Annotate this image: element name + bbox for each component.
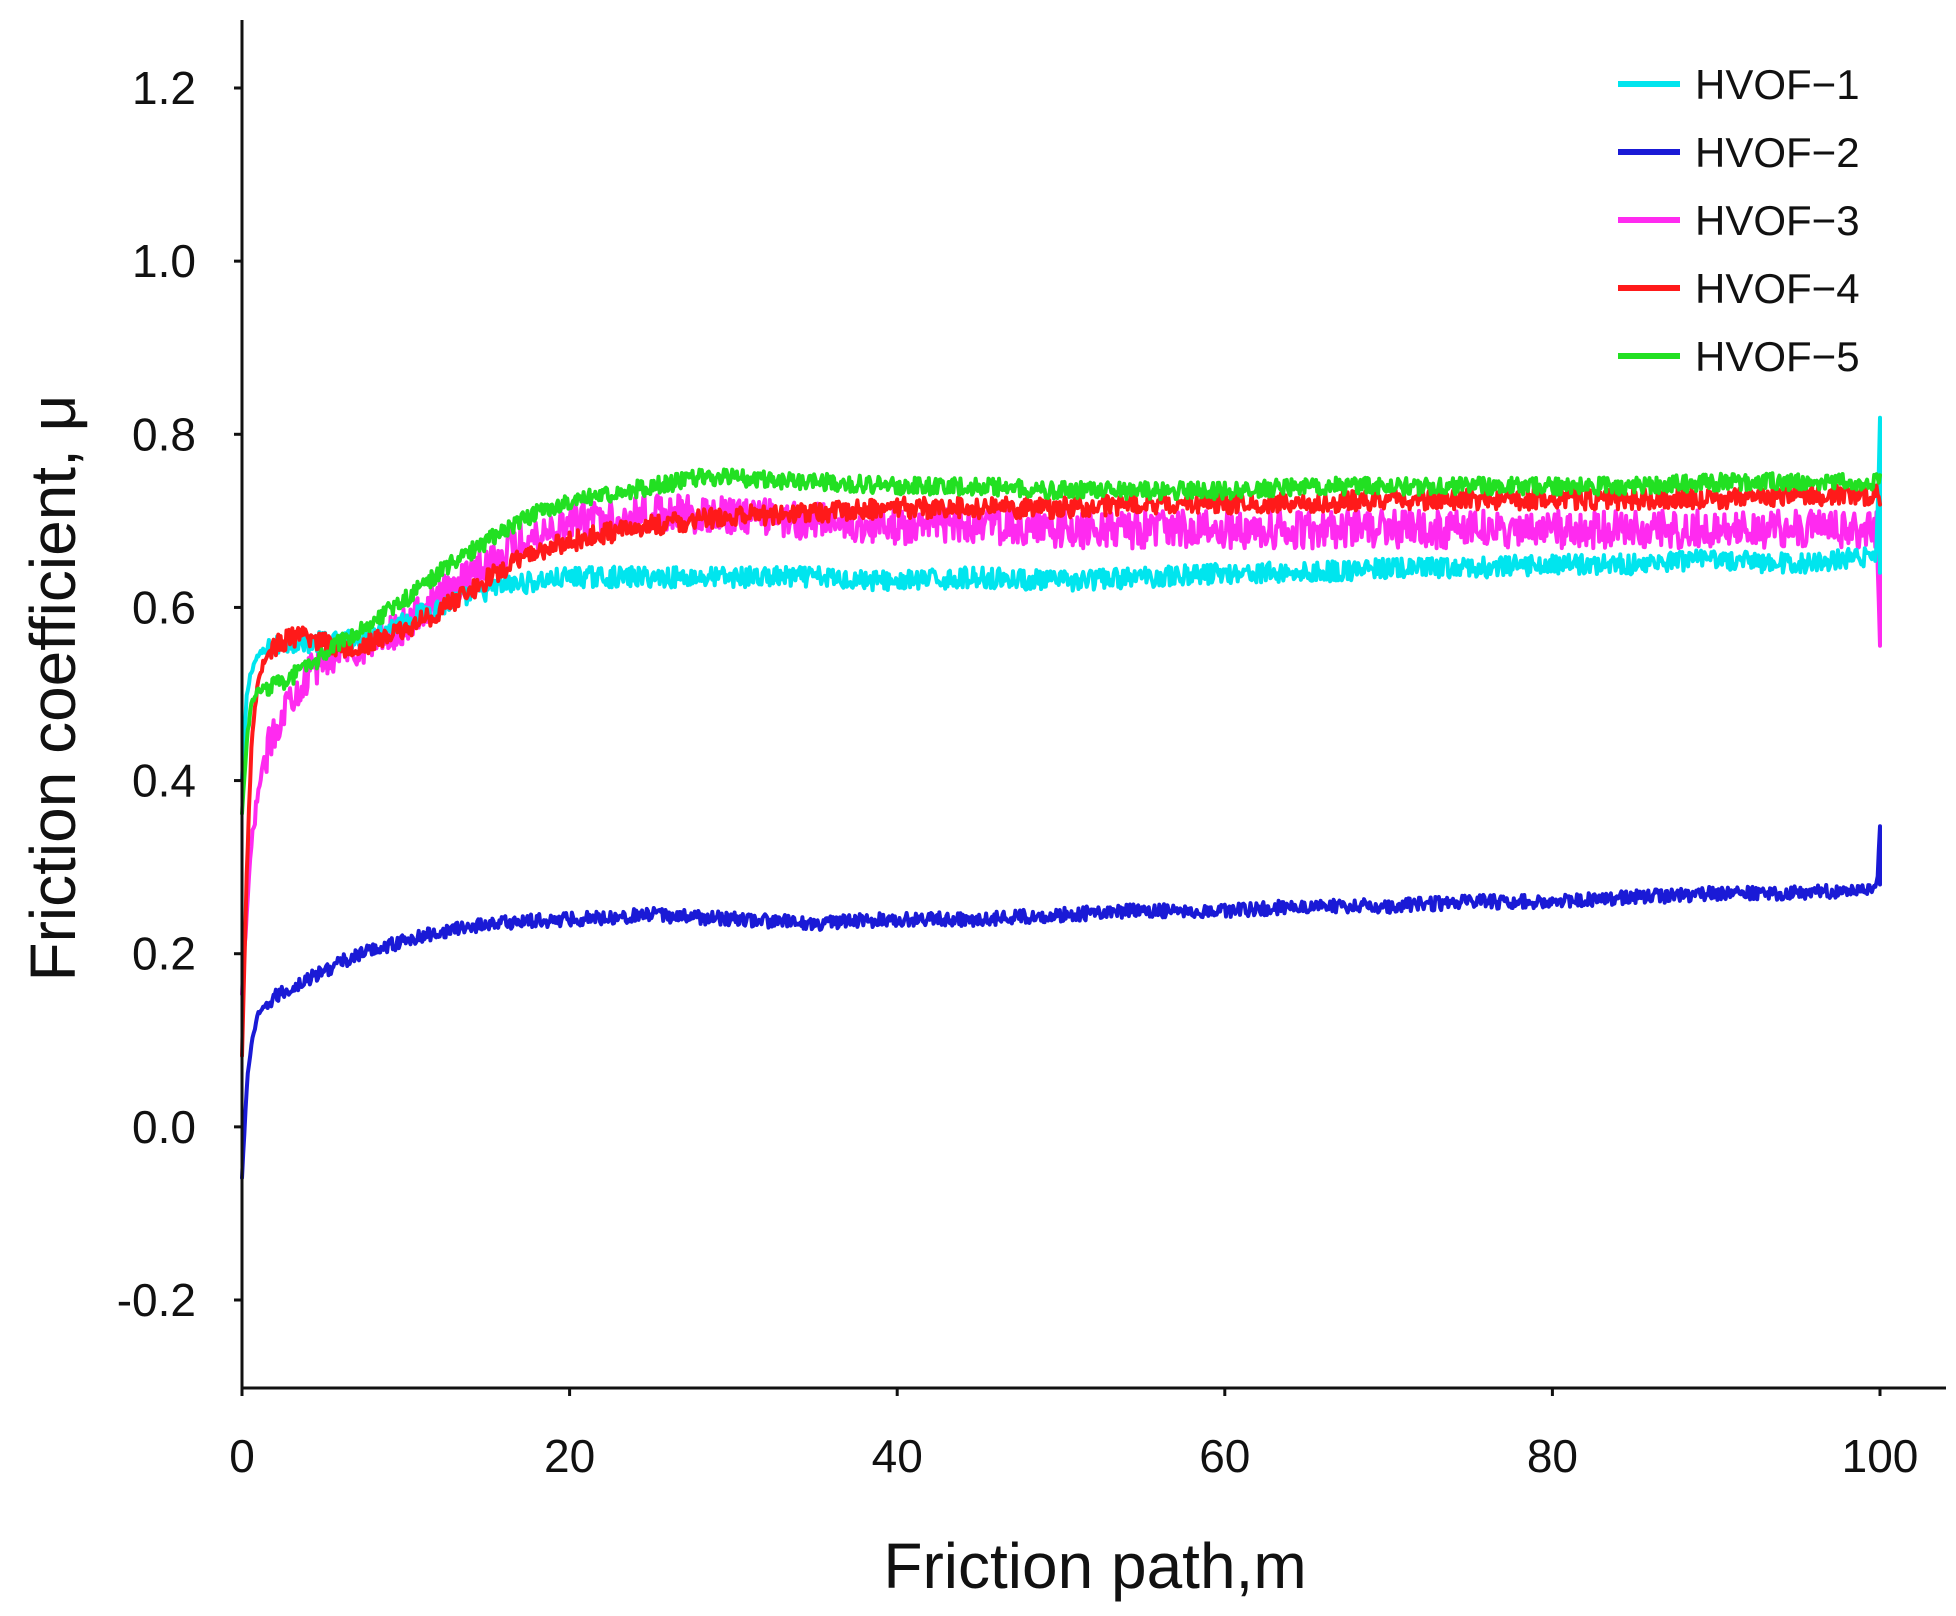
- x-tick-label: 40: [872, 1430, 923, 1482]
- x-tick-label: 100: [1842, 1430, 1919, 1482]
- series-line-hvof-3: [240, 492, 1882, 997]
- y-tick-label: 0.2: [132, 928, 196, 980]
- legend-label: HVOF−1: [1695, 61, 1860, 108]
- y-tick-label: 0.0: [132, 1101, 196, 1153]
- y-tick-label: 0.8: [132, 408, 196, 460]
- series-line-hvof-2: [240, 824, 1882, 1180]
- x-axis-title: Friction path,m: [883, 1530, 1306, 1602]
- legend-label: HVOF−4: [1695, 265, 1860, 312]
- series-line-hvof-5: [240, 467, 1882, 816]
- legend-label: HVOF−2: [1695, 129, 1860, 176]
- y-tick-label: 1.2: [132, 62, 196, 114]
- x-ticks: 0 20 40 60 80 100: [229, 1388, 1918, 1482]
- series-layer: [240, 415, 1882, 1180]
- y-tick-label: -0.2: [117, 1274, 196, 1326]
- y-axis-title: Friction coefficient, μ: [17, 394, 89, 981]
- x-tick-label: 0: [229, 1430, 255, 1482]
- y-tick-label: 0.4: [132, 755, 196, 807]
- y-tick-label: 1.0: [132, 235, 196, 287]
- legend: HVOF−1 HVOF−2 HVOF−3 HVOF−4 HVOF−5: [1618, 61, 1860, 380]
- y-ticks: -0.2 0.0 0.2 0.4 0.6 0.8 1.0 1.2: [117, 62, 242, 1326]
- series-line-hvof-4: [240, 483, 1882, 1058]
- y-tick-label: 0.6: [132, 581, 196, 633]
- axes-layer: [240, 20, 1946, 1390]
- x-tick-label: 80: [1527, 1430, 1578, 1482]
- x-tick-label: 60: [1199, 1430, 1250, 1482]
- legend-label: HVOF−3: [1695, 197, 1860, 244]
- series-line-hvof-1: [240, 415, 1882, 782]
- legend-label: HVOF−5: [1695, 333, 1860, 380]
- x-tick-label: 20: [544, 1430, 595, 1482]
